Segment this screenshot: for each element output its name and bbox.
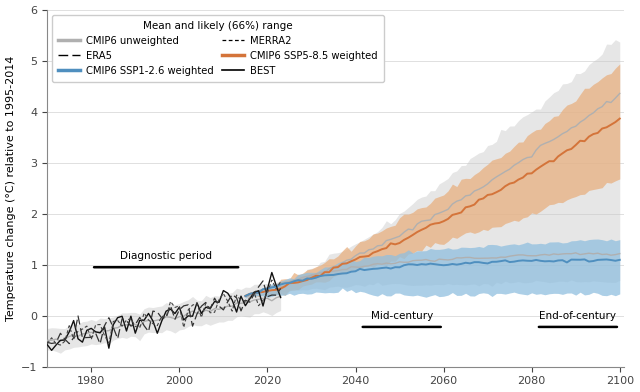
Legend: CMIP6 unweighted, ERA5, CMIP6 SSP1-2.6 weighted, MERRA2, CMIP6 SSP5-8.5 weighted: CMIP6 unweighted, ERA5, CMIP6 SSP1-2.6 w… <box>52 15 383 82</box>
Text: Diagnostic period: Diagnostic period <box>120 250 212 261</box>
Y-axis label: Temperature change (°C) relative to 1995-2014: Temperature change (°C) relative to 1995… <box>6 55 15 321</box>
Text: End-of-century: End-of-century <box>540 311 616 321</box>
Text: Mid-century: Mid-century <box>371 311 433 321</box>
